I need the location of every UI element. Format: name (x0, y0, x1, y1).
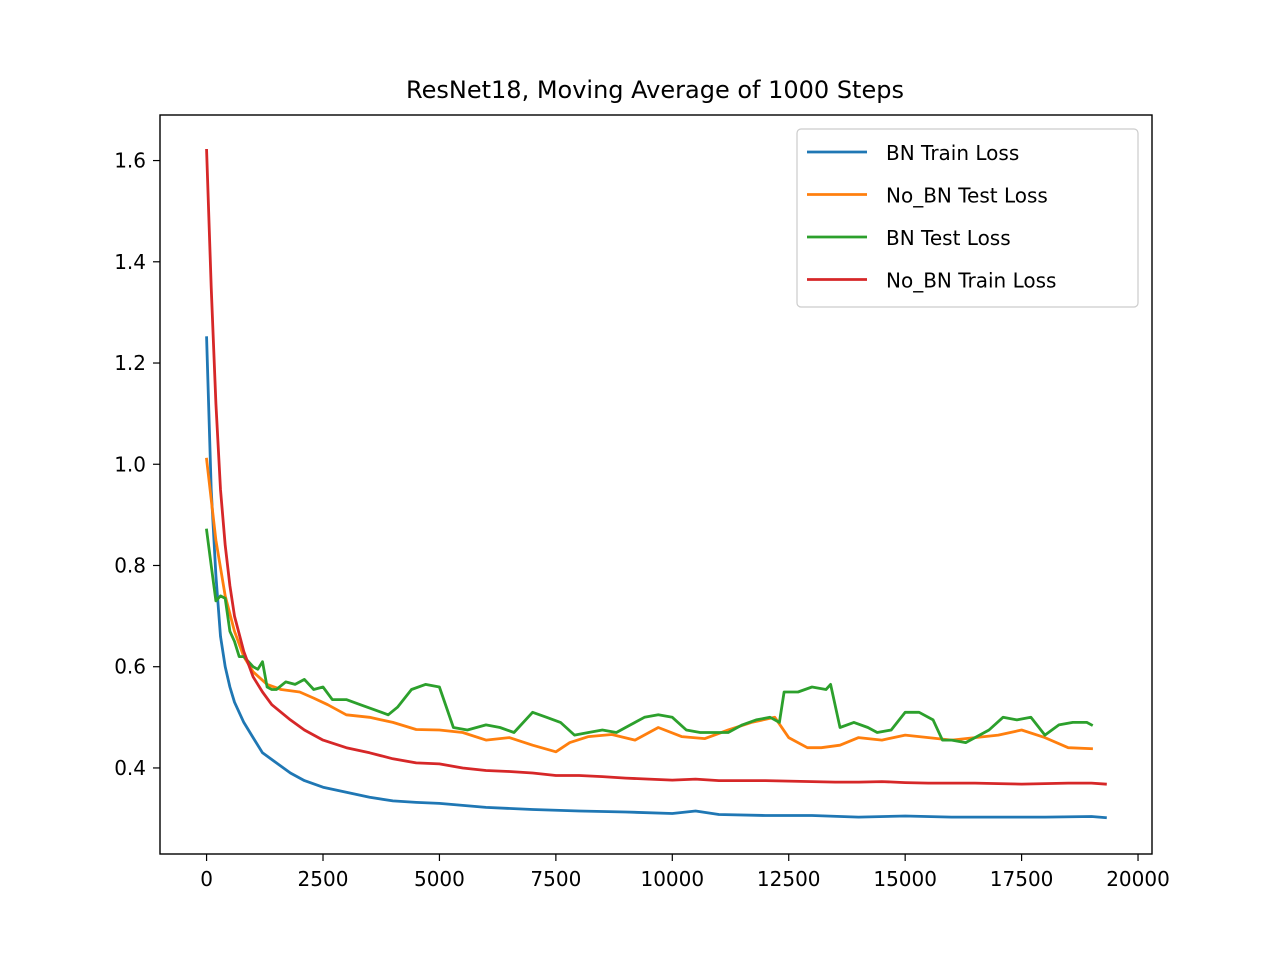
x-tick-label: 0 (200, 867, 213, 891)
y-axis: 0.4 0.6 0.8 1.0 1.2 1.4 1.6 (114, 149, 160, 780)
legend-box (796, 128, 1139, 308)
legend: BN Train Loss No_BN Test Loss BN Test Loss… (796, 128, 1139, 308)
x-tick-label: 17500 (990, 867, 1054, 891)
legend-label: No_BN Test Loss (886, 184, 1048, 208)
series-line-no-bn-test-loss (205, 457, 1093, 754)
x-tick-label: 2500 (298, 867, 349, 891)
x-tick-label: 12500 (757, 867, 821, 891)
legend-label: BN Train Loss (886, 141, 1019, 165)
legend-label: BN Test Loss (886, 226, 1011, 250)
x-tick-label: 5000 (414, 867, 465, 891)
chart-title: ResNet18, Moving Average of 1000 Steps (406, 76, 904, 104)
y-tick-label: 1.6 (114, 149, 146, 173)
plot-frame (159, 114, 1153, 855)
y-tick-label: 1.4 (114, 250, 146, 274)
series-line-no-bn-train-loss (205, 148, 1107, 786)
series-line-bn-test-loss (205, 528, 1094, 744)
y-tick-label: 1.0 (114, 452, 146, 476)
plot-lines (205, 148, 1107, 820)
x-tick-label: 20000 (1106, 867, 1170, 891)
x-tick-label: 7500 (530, 867, 581, 891)
legend-label: No_BN Train Loss (886, 269, 1056, 293)
y-tick-label: 0.8 (114, 553, 146, 577)
x-tick-label: 10000 (640, 867, 704, 891)
series-line-bn-train-loss (205, 336, 1107, 820)
y-tick-label: 0.6 (114, 655, 146, 679)
y-tick-label: 0.4 (114, 756, 146, 780)
x-axis: 0 2500 5000 7500 10000 12500 15000 17500 20000 (200, 854, 1170, 891)
x-tick-label: 15000 (873, 867, 937, 891)
y-tick-label: 1.2 (114, 351, 146, 375)
